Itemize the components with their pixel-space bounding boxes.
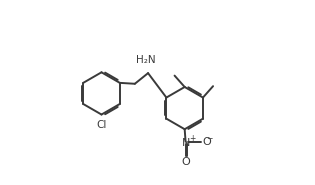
Text: Cl: Cl bbox=[96, 120, 107, 130]
Text: −: − bbox=[206, 134, 213, 143]
Text: +: + bbox=[190, 134, 196, 143]
Text: O: O bbox=[203, 137, 212, 147]
Text: H₂N: H₂N bbox=[136, 56, 156, 65]
Text: O: O bbox=[181, 157, 190, 167]
Text: $\mathregular{N}$: $\mathregular{N}$ bbox=[181, 136, 190, 148]
